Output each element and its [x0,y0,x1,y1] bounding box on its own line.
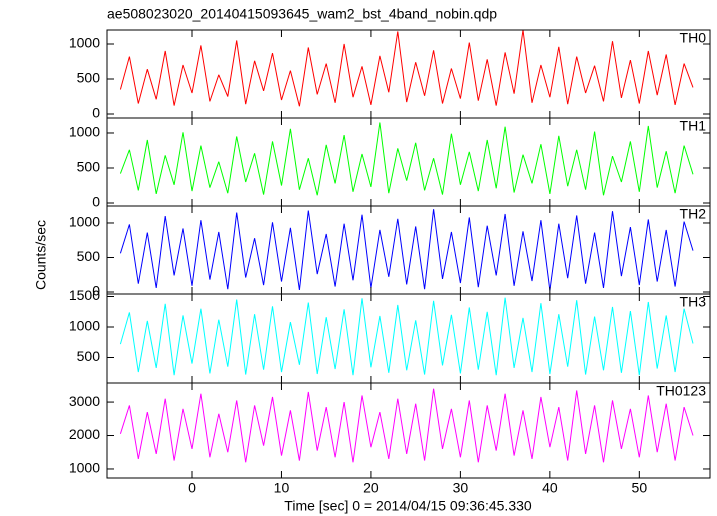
y-tick-label: 1000 [69,124,100,140]
y-axis-label: Counts/sec [33,220,49,290]
x-tick-label: 0 [188,480,196,496]
series-line [119,209,694,291]
chart-title: ae508023020_20140415093645_wam2_bst_4ban… [107,6,497,22]
panel-label: TH1 [680,118,707,134]
x-tick-label: 40 [542,480,558,496]
panel-label: TH3 [680,294,707,310]
y-tick-label: 3000 [69,393,100,409]
series-line [119,388,694,463]
series-line [119,30,694,107]
panel-frame [106,205,711,295]
y-tick-label: 1000 [69,35,100,51]
y-tick-label: 1000 [69,460,100,476]
series-line [119,122,694,196]
y-tick-label: 500 [77,248,101,264]
panel-frame [106,29,711,119]
series-line [119,297,694,376]
x-tick-label: 10 [274,480,290,496]
panel-label: TH0123 [656,383,706,399]
y-tick-label: 500 [77,348,101,364]
panel-label: TH2 [680,206,707,222]
y-tick-label: 0 [92,194,100,210]
x-tick-label: 20 [363,480,379,496]
y-tick-label: 2000 [69,426,100,442]
y-tick-label: 1000 [69,214,100,230]
panel-frame [106,382,711,479]
y-tick-label: 0 [92,283,100,299]
y-tick-label: 500 [77,70,101,86]
panel-label: TH0 [680,30,707,46]
y-tick-label: 1000 [69,318,100,334]
x-tick-label: 50 [632,480,648,496]
panel-frame [106,293,711,384]
x-tick-label: 30 [453,480,469,496]
x-axis-label: Time [sec] 0 = 2014/04/15 09:36:45.330 [284,498,532,514]
y-tick-label: 500 [77,159,101,175]
y-tick-label: 1500 [69,287,100,303]
y-tick-label: 0 [92,105,100,121]
